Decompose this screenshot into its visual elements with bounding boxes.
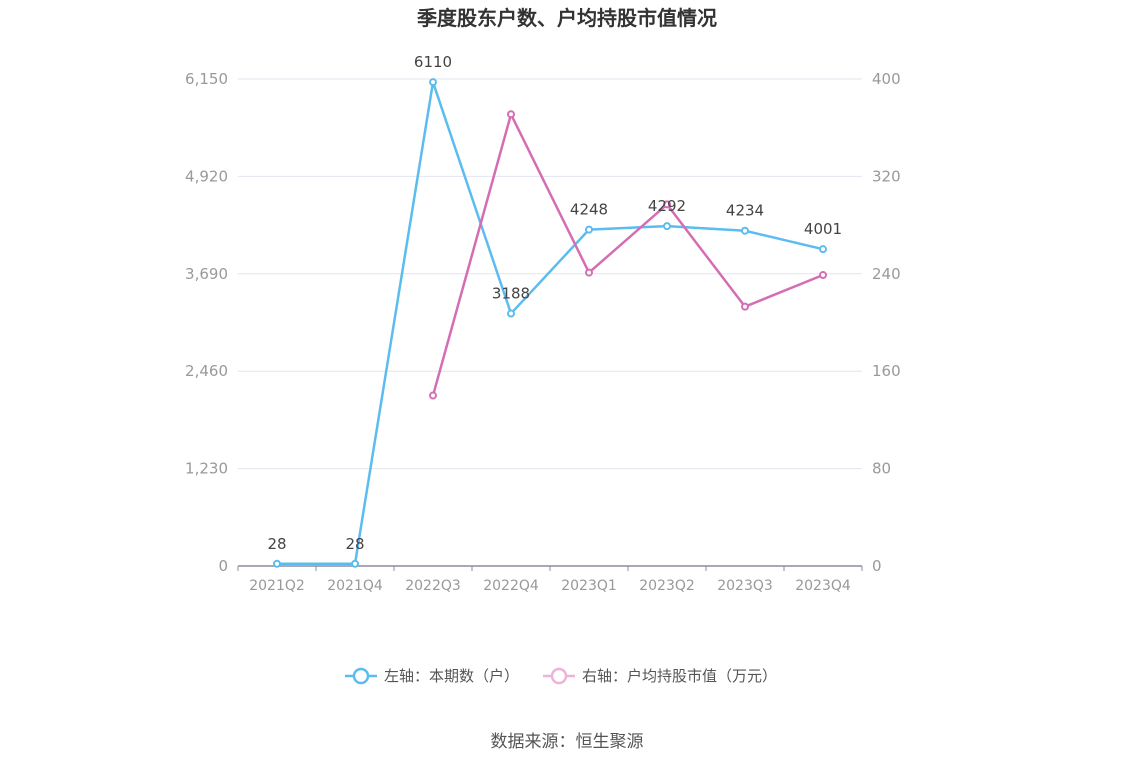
data-point-2[interactable]: [663, 200, 671, 209]
x-tick-label: 2023Q2: [639, 578, 695, 594]
legend-item-2[interactable]: 右轴：户均持股市值（万元）: [543, 667, 777, 685]
data-label: 28: [345, 535, 364, 553]
y-left-tick-label: 2,460: [185, 362, 228, 380]
data-label: 4248: [570, 201, 608, 219]
y-right-tick-label: 160: [872, 362, 901, 380]
x-tick-label: 2021Q2: [249, 578, 305, 594]
y-left-tick-label: 1,230: [185, 460, 228, 478]
y-right-tick-label: 0: [872, 557, 882, 575]
data-point-2[interactable]: [585, 268, 593, 277]
y-right-tick-label: 400: [872, 70, 901, 88]
x-tick-label: 2022Q3: [405, 578, 461, 594]
series-line-2: [431, 113, 824, 396]
legend-label: 右轴：户均持股市值（万元）: [582, 667, 777, 685]
data-labels: 28 28 6110 3188 4248 4292 4234 4001: [267, 53, 842, 553]
axes: 0 1,230 2,460 3,690 4,920 6,150 0 80 160 240 320 40…: [185, 70, 901, 594]
data-point-1[interactable]: [351, 559, 359, 568]
data-point-1[interactable]: [273, 559, 281, 568]
series-layer: [273, 78, 827, 568]
data-point-1[interactable]: [741, 226, 749, 235]
data-point-1[interactable]: [819, 245, 827, 254]
source-note: 数据来源：恒生聚源: [491, 732, 644, 752]
x-tick-label: 2022Q4: [483, 578, 539, 594]
legend-item-1[interactable]: 左轴：本期数（户）: [345, 667, 519, 685]
x-tick-label: 2023Q1: [561, 578, 617, 594]
legend-label: 左轴：本期数（户）: [384, 667, 519, 685]
x-tick-label: 2023Q3: [717, 578, 773, 594]
data-label: 6110: [414, 53, 452, 71]
data-point-1[interactable]: [663, 222, 671, 231]
y-left-tick-label: 3,690: [185, 265, 228, 283]
y-right-tick-label: 240: [872, 265, 901, 283]
data-label: 4292: [648, 197, 686, 215]
series-line-1: [277, 80, 824, 566]
data-label: 4234: [726, 202, 764, 220]
legend-swatch-marker: [352, 667, 370, 685]
legend[interactable]: 左轴：本期数（户） 右轴：户均持股市值（万元）: [345, 667, 777, 685]
y-right-tick-label: 80: [872, 460, 891, 478]
y-left-tick-label: 0: [218, 557, 228, 575]
data-label: 4001: [804, 220, 842, 238]
x-tick-label: 2023Q4: [795, 578, 851, 594]
data-label: 28: [267, 535, 286, 553]
data-label: 3188: [492, 285, 530, 303]
data-point-2[interactable]: [819, 271, 827, 280]
legend-swatch-marker: [550, 667, 568, 685]
data-point-1[interactable]: [585, 225, 593, 234]
data-point-1[interactable]: [429, 78, 437, 87]
data-point-2[interactable]: [429, 391, 437, 400]
y-left-tick-label: 4,920: [185, 167, 228, 185]
y-right-tick-label: 320: [872, 167, 901, 185]
y-left-tick-label: 6,150: [185, 70, 228, 88]
data-point-2[interactable]: [741, 302, 749, 311]
chart-title: 季度股东户数、户均持股市值情况: [416, 6, 717, 30]
x-tick-label: 2021Q4: [327, 578, 383, 594]
data-point-2[interactable]: [507, 110, 515, 119]
data-point-1[interactable]: [507, 309, 515, 318]
grid: [238, 78, 862, 470]
